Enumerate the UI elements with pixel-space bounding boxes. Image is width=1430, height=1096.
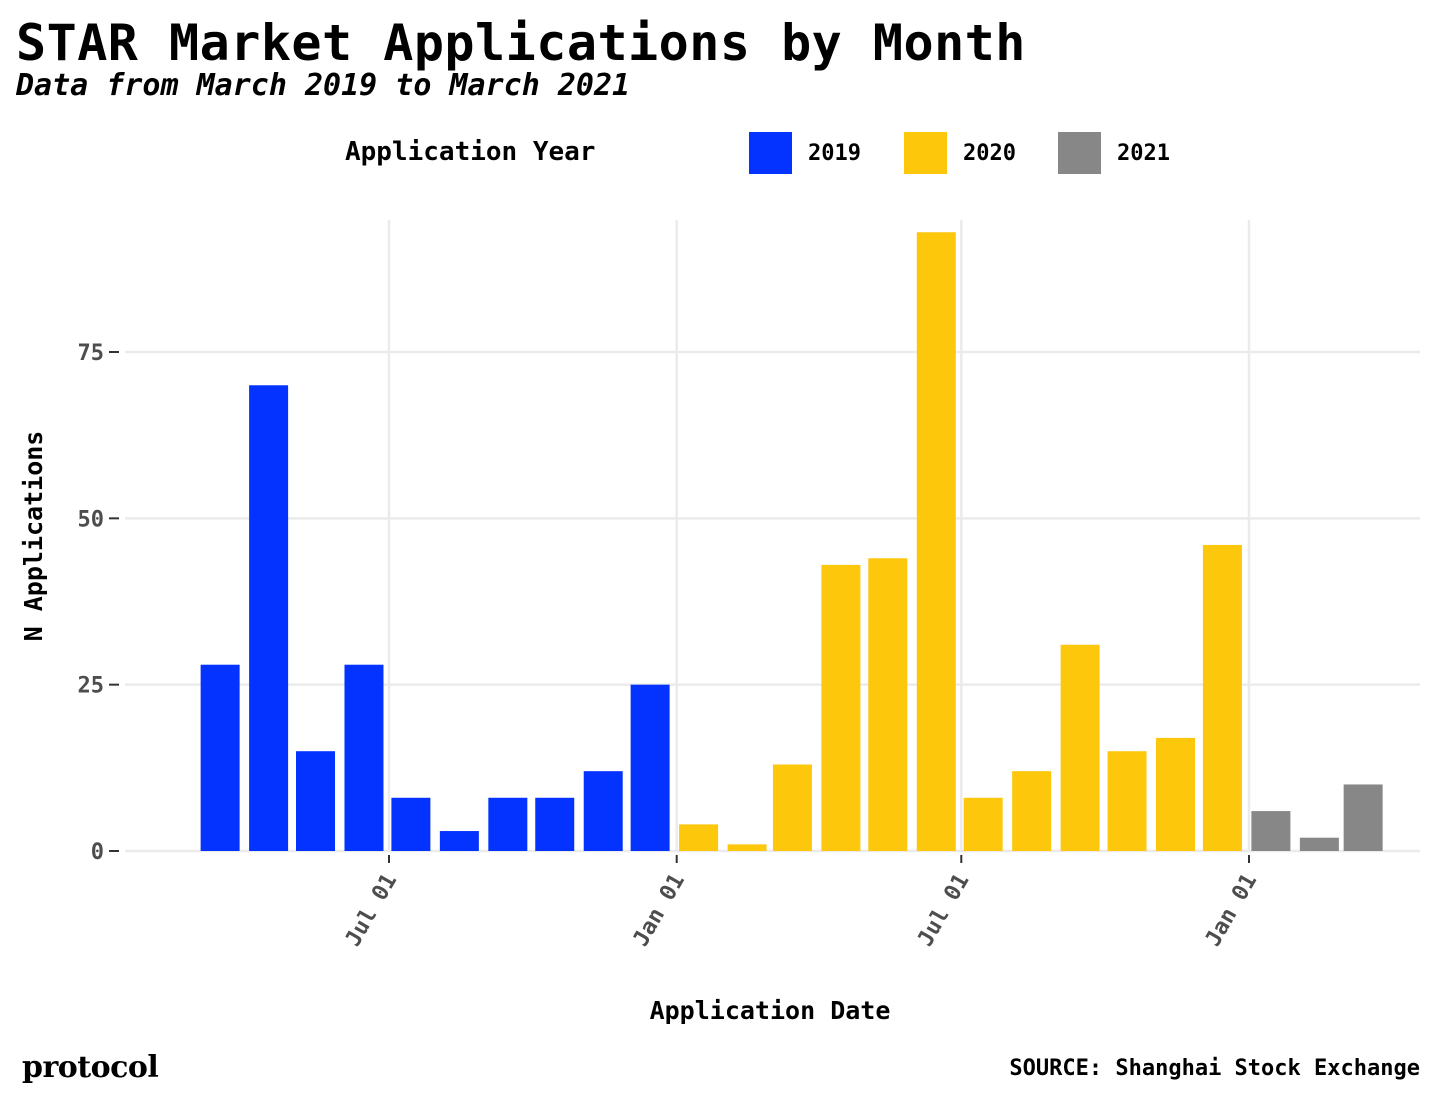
bar-2020-09 [1060,644,1100,851]
bar-2019-06 [344,664,384,851]
bar-2020-01 [679,824,719,851]
bar-2020-12 [1202,544,1242,851]
chart-subtitle: Data from March 2019 to March 2021 [16,68,631,103]
legend-label-2019: 2019 [808,140,861,166]
legend-item-2021: 2021 [1058,132,1170,174]
y-tick-label-50: 50 [78,507,105,532]
source-note: SOURCE: Shanghai Stock Exchange [1009,1056,1420,1081]
x-axis-title: Application Date [650,996,891,1025]
bar-2020-06 [916,232,956,852]
legend-label-2021: 2021 [1117,140,1170,166]
bar-2019-12 [630,684,670,851]
bar-2020-08 [1012,771,1052,851]
bar-2019-09 [488,797,528,851]
bar-2020-05 [868,558,908,851]
x-tick-label-0: Jul 01 [341,870,402,951]
bar-2020-11 [1156,737,1196,851]
legend-swatch-2020 [904,132,947,174]
bar-2020-10 [1107,751,1147,851]
legend-label-2020: 2020 [963,140,1016,166]
y-tick-label-75: 75 [78,341,105,366]
bar-2021-01 [1251,811,1291,851]
bar-2021-03 [1343,784,1383,851]
bar-2019-07 [391,797,431,851]
legend-swatch-2021 [1058,132,1101,174]
chart-title: STAR Market Applications by Month [16,14,1026,72]
legend-swatch-2019 [749,132,792,174]
protocol-logo: protocol [22,1050,159,1085]
legend-item-2020: 2020 [904,132,1016,174]
bar-2020-03 [772,764,812,851]
legend-item-2019: 2019 [749,132,861,174]
x-tick-label-1: Jan 01 [629,870,690,951]
bar-layer [200,232,1383,852]
y-tick-label-0: 0 [91,840,104,865]
bar-2019-10 [535,797,575,851]
y-tick-label-25: 25 [78,674,105,699]
x-tick-label-3: Jan 01 [1201,870,1262,951]
bar-2020-04 [821,564,861,851]
y-axis-title: N Applications [19,431,48,642]
x-tick-label-2: Jul 01 [913,870,974,951]
bar-2019-03 [200,664,240,851]
bar-2019-08 [439,831,479,851]
bar-2019-04 [249,385,289,851]
bar-2021-02 [1299,837,1339,851]
bar-2020-02 [727,844,767,851]
bar-2019-05 [296,751,336,851]
bar-2019-11 [583,771,623,851]
bar-2020-07 [963,797,1003,851]
legend-title: Application Year [345,137,596,167]
